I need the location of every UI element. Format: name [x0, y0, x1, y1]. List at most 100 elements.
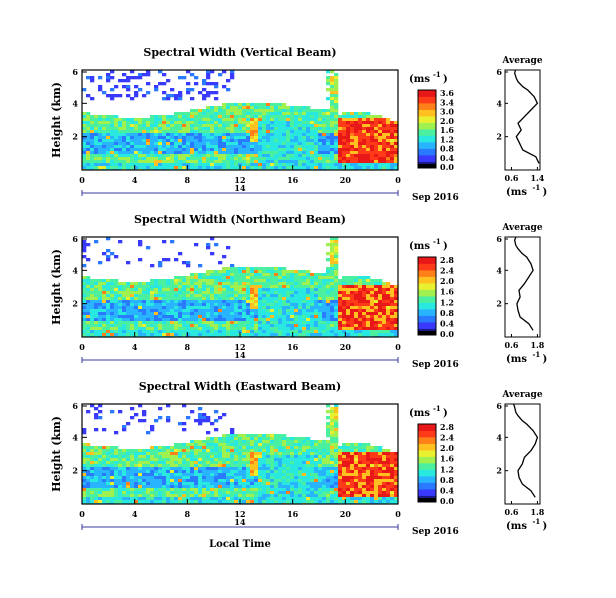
heat-cell — [254, 449, 259, 453]
heat-cell — [262, 491, 267, 495]
heat-cell — [370, 142, 375, 146]
heat-cell — [242, 276, 247, 280]
heat-cell — [198, 491, 203, 495]
heat-cell — [394, 160, 398, 164]
heat-cell — [334, 136, 339, 140]
heat-cell — [170, 479, 175, 483]
heat-cell — [266, 118, 271, 122]
heat-cell — [142, 94, 147, 98]
heat-cell — [346, 276, 351, 280]
heat-cell — [174, 455, 179, 459]
heat-cell — [94, 157, 99, 161]
heat-cell — [274, 434, 279, 438]
heat-cell — [290, 282, 295, 286]
heat-cell — [262, 321, 267, 325]
heat-cell — [230, 115, 235, 119]
heat-cell — [302, 443, 307, 447]
heat-cell — [258, 306, 263, 310]
heat-cell — [370, 139, 375, 143]
heat-cell — [222, 136, 227, 140]
heat-cell — [222, 479, 227, 483]
heat-cell — [322, 133, 327, 137]
heat-cell — [238, 327, 243, 331]
heat-cell — [278, 491, 283, 495]
heat-cell — [182, 282, 187, 286]
heat-cell — [190, 273, 195, 277]
heat-cell — [310, 300, 315, 304]
heat-cell — [138, 133, 143, 137]
heat-cell — [346, 303, 351, 307]
heat-cell — [246, 267, 251, 271]
heat-cell — [90, 318, 95, 322]
heat-cell — [258, 494, 263, 498]
heat-cell — [134, 324, 139, 328]
heat-cell — [154, 461, 159, 465]
heat-cell — [238, 446, 243, 450]
heat-cell — [118, 127, 123, 131]
heat-cell — [214, 82, 219, 86]
heat-cell — [86, 130, 91, 134]
heat-cell — [218, 133, 223, 137]
heat-cell — [190, 166, 195, 170]
heat-cell — [282, 166, 287, 170]
heat-cell — [82, 312, 87, 316]
heat-cell — [90, 160, 95, 164]
heat-cell — [186, 151, 191, 155]
heat-cell — [258, 482, 263, 486]
heat-cell — [394, 166, 398, 170]
heat-cell — [202, 494, 207, 498]
heat-cell — [330, 410, 335, 414]
heat-cell — [246, 163, 251, 167]
heat-cell — [286, 449, 291, 453]
heat-cell — [146, 142, 151, 146]
heat-cell — [354, 327, 359, 331]
heat-cell — [286, 127, 291, 131]
heat-cell — [178, 327, 183, 331]
heat-cell — [86, 282, 91, 286]
heat-cell — [162, 240, 167, 244]
heat-cell — [86, 312, 91, 316]
heat-cell — [134, 136, 139, 140]
heat-cell — [266, 318, 271, 322]
heat-cell — [210, 121, 215, 125]
heat-cell — [98, 121, 103, 125]
heat-cell — [162, 491, 167, 495]
heat-cell — [306, 491, 311, 495]
heat-cell — [266, 315, 271, 319]
heat-cell — [274, 148, 279, 152]
heat-cell — [358, 133, 363, 137]
heat-cell — [282, 115, 287, 119]
heat-cell — [126, 333, 131, 337]
heat-cell — [142, 497, 147, 501]
heat-cell — [234, 285, 239, 289]
heat-cell — [130, 154, 135, 158]
heat-cell — [206, 315, 211, 319]
heat-cell — [270, 315, 275, 319]
heat-cell — [358, 324, 363, 328]
heat-cell — [150, 294, 155, 298]
heat-cell — [126, 312, 131, 316]
heat-cell — [342, 318, 347, 322]
heat-cell — [270, 467, 275, 471]
heat-cell — [118, 145, 123, 149]
heat-cell — [326, 133, 331, 137]
heat-cell — [230, 494, 235, 498]
heat-cell — [282, 330, 287, 334]
heat-cell — [258, 303, 263, 307]
heat-cell — [214, 151, 219, 155]
heat-cell — [182, 130, 187, 134]
heat-cell — [118, 488, 123, 492]
heat-cell — [298, 297, 303, 301]
heat-cell — [250, 327, 255, 331]
heat-cell — [82, 255, 87, 259]
heat-cell — [334, 273, 339, 277]
heat-cell — [138, 163, 143, 167]
heat-cell — [166, 118, 171, 122]
heat-cell — [350, 303, 355, 307]
heat-cell — [210, 446, 215, 450]
heat-cell — [378, 154, 383, 158]
heat-cell — [178, 464, 183, 468]
heat-cell — [174, 97, 179, 101]
heat-cell — [106, 476, 111, 480]
heat-cell — [138, 154, 143, 158]
